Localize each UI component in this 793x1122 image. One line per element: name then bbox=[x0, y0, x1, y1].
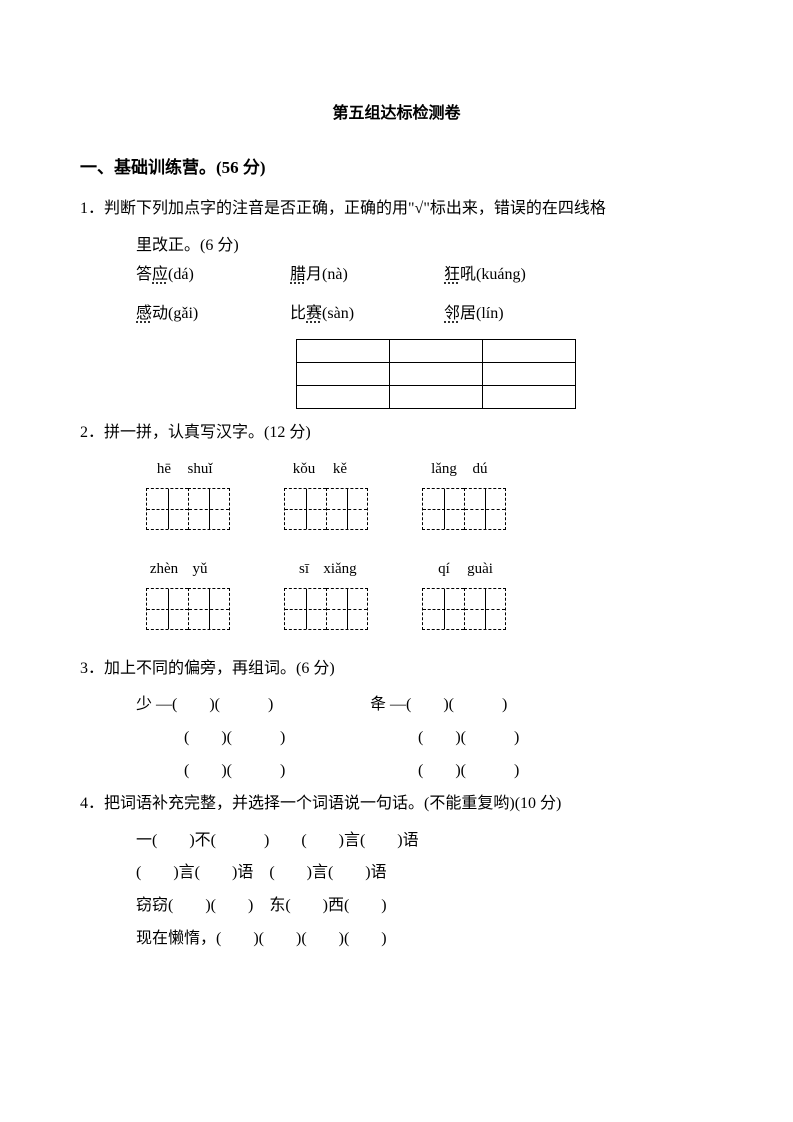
q4-num: 4． bbox=[80, 795, 104, 812]
tian-pair[interactable] bbox=[146, 488, 230, 541]
q4-line1[interactable]: 一( )不( ) ( )言( )语 bbox=[136, 827, 713, 856]
q1-item: 答应(dá) bbox=[136, 261, 286, 290]
q3-line1: 少 —( )( ) 夅 —( )( ) bbox=[136, 691, 713, 720]
q3-l3a[interactable]: ( )( ) bbox=[184, 757, 368, 786]
syll: hē bbox=[146, 456, 182, 483]
q2-pinyin-row1: hēshuǐ kǒukě lǎngdú bbox=[136, 455, 713, 484]
tian-pair[interactable] bbox=[284, 488, 368, 541]
q3-num: 3． bbox=[80, 660, 104, 677]
udot: 邻 bbox=[444, 305, 460, 322]
q3-text: 加上不同的偏旁，再组词。(6 分) bbox=[104, 660, 335, 677]
syll: lǎng bbox=[426, 456, 462, 483]
q2-text: 拼一拼，认真写汉字。(12 分) bbox=[104, 424, 311, 441]
udot: 感 bbox=[136, 305, 152, 322]
txt: 动 bbox=[152, 305, 168, 322]
py: (nà) bbox=[322, 266, 348, 283]
py: (gǎi) bbox=[168, 305, 198, 322]
tian-pair[interactable] bbox=[422, 588, 506, 641]
syll: zhèn bbox=[146, 556, 182, 583]
syll: kě bbox=[322, 456, 358, 483]
txt: 吼 bbox=[460, 266, 476, 283]
q1-row2: 感动(gǎi) 比赛(sàn) 邻居(lín) bbox=[136, 300, 713, 329]
q1-text-b: 里改正。(6 分) bbox=[136, 232, 713, 261]
q1-item: 感动(gǎi) bbox=[136, 300, 286, 329]
py: (lín) bbox=[476, 305, 504, 322]
syll: xiǎng bbox=[322, 556, 358, 583]
q4-line3[interactable]: 窃窃( )( ) 东( )西( ) bbox=[136, 892, 713, 921]
q2-boxes-row1 bbox=[136, 488, 713, 541]
q4-note: (不能重复哟)(10 分) bbox=[424, 795, 561, 812]
udot: 应 bbox=[152, 266, 168, 283]
q3-prompt: 3．加上不同的偏旁，再组词。(6 分) bbox=[80, 655, 713, 684]
syll: dú bbox=[462, 456, 498, 483]
q1-item: 狂吼(kuáng) bbox=[444, 261, 594, 290]
q3-l1a[interactable]: 少 —( )( ) bbox=[136, 691, 366, 720]
q4-line2[interactable]: ( )言( )语 ( )言( )语 bbox=[136, 859, 713, 888]
py: (dá) bbox=[168, 266, 194, 283]
tian-pair[interactable] bbox=[422, 488, 506, 541]
q1-prompt: 1．判断下列加点字的注音是否正确，正确的用"√"标出来，错误的在四线格 bbox=[80, 195, 713, 224]
q4-prompt: 4．把词语补充完整，并选择一个词语说一句话。(不能重复哟)(10 分) bbox=[80, 790, 713, 819]
syll: kǒu bbox=[286, 456, 322, 483]
section-1-heading: 一、基础训练营。(56 分) bbox=[80, 153, 713, 184]
q3-line2: ( )( ) ( )( ) bbox=[136, 724, 713, 753]
py: (kuáng) bbox=[476, 266, 526, 283]
q3-l2b[interactable]: ( )( ) bbox=[372, 724, 519, 753]
py: (sàn) bbox=[322, 305, 354, 322]
txt: 居 bbox=[460, 305, 476, 322]
q2-pinyin-row2: zhènyǔ sīxiǎng qíguài bbox=[136, 555, 713, 584]
four-line-grid[interactable] bbox=[296, 339, 576, 409]
q4-line4[interactable]: 现在懒惰，( )( )( )( ) bbox=[136, 925, 713, 954]
q2-num: 2． bbox=[80, 424, 104, 441]
q4-text: 把词语补充完整，并选择一个词语说一句话。 bbox=[104, 795, 424, 812]
syll: shuǐ bbox=[182, 456, 218, 483]
udot: 腊 bbox=[290, 266, 306, 283]
page-title: 第五组达标检测卷 bbox=[80, 100, 713, 129]
txt: 月 bbox=[306, 266, 322, 283]
q3-l3b[interactable]: ( )( ) bbox=[372, 757, 519, 786]
syll: yǔ bbox=[182, 556, 218, 583]
syll: sī bbox=[286, 556, 322, 583]
q1-item: 腊月(nà) bbox=[290, 261, 440, 290]
q2-prompt: 2．拼一拼，认真写汉字。(12 分) bbox=[80, 419, 713, 448]
tian-pair[interactable] bbox=[284, 588, 368, 641]
q3-l1b[interactable]: 夅 —( )( ) bbox=[370, 691, 507, 720]
q1-num: 1． bbox=[80, 200, 104, 217]
q3-line3: ( )( ) ( )( ) bbox=[136, 757, 713, 786]
tian-pair[interactable] bbox=[146, 588, 230, 641]
q1-item: 邻居(lín) bbox=[444, 300, 594, 329]
q2-boxes-row2 bbox=[136, 588, 713, 641]
q3-l2a[interactable]: ( )( ) bbox=[184, 724, 368, 753]
syll: guài bbox=[462, 556, 498, 583]
udot: 狂 bbox=[444, 266, 460, 283]
syll: qí bbox=[426, 556, 462, 583]
q1-item: 比赛(sàn) bbox=[290, 300, 440, 329]
udot: 赛 bbox=[306, 305, 322, 322]
txt: 答 bbox=[136, 266, 152, 283]
txt: 比 bbox=[290, 305, 306, 322]
q1-text-a: 判断下列加点字的注音是否正确，正确的用"√"标出来，错误的在四线格 bbox=[104, 200, 606, 217]
q1-row1: 答应(dá) 腊月(nà) 狂吼(kuáng) bbox=[136, 261, 713, 290]
